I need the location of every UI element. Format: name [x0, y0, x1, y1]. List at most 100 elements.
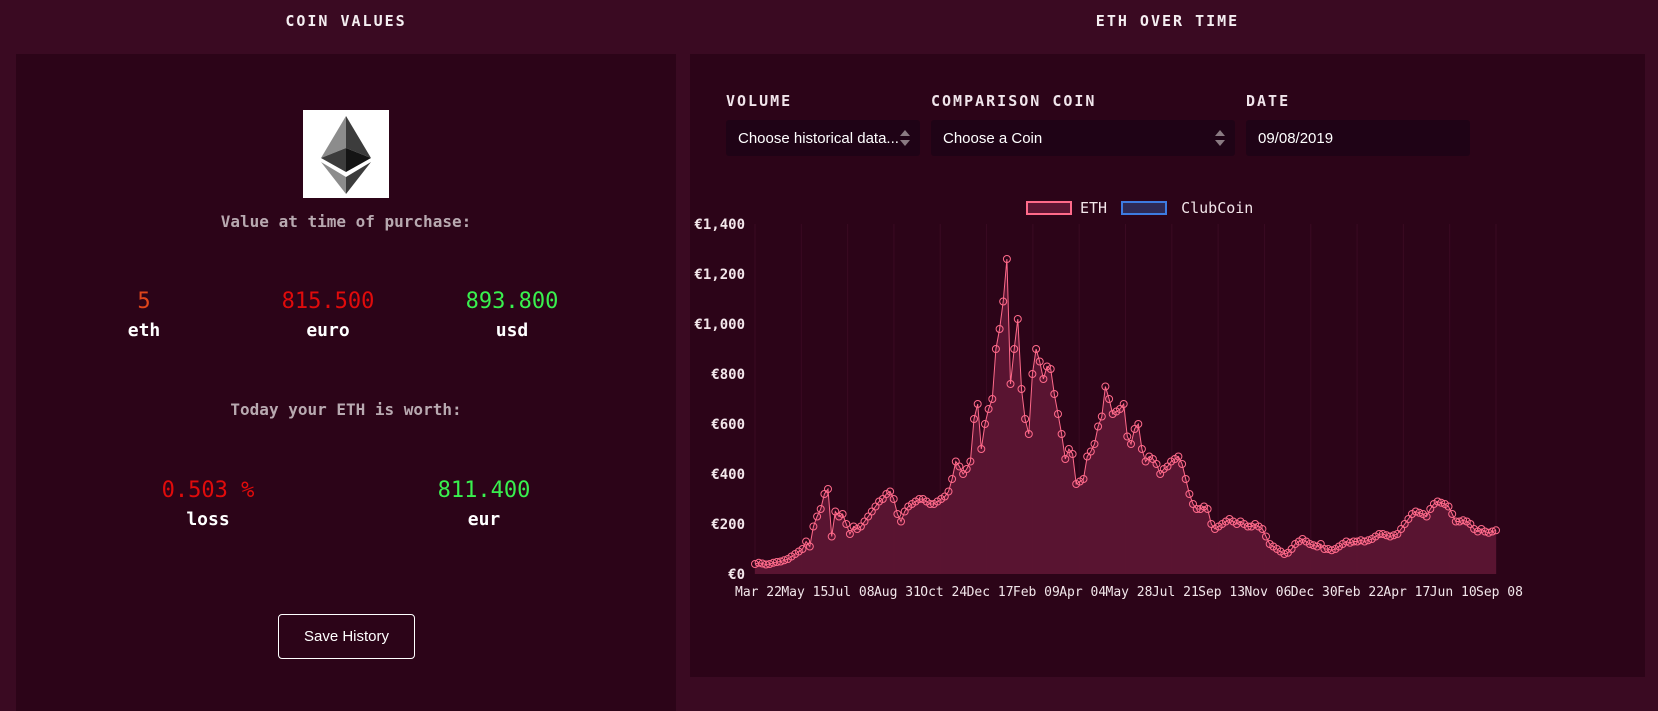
x-tick-label: Feb 09: [1013, 585, 1060, 600]
eth-area: [755, 259, 1496, 574]
y-tick-label: €600: [711, 417, 745, 433]
eth-data-point: [1178, 460, 1187, 468]
eth-data-point: [1346, 538, 1354, 547]
eth-data-point: [1061, 455, 1070, 463]
eth-data-point: [1035, 357, 1044, 366]
purchase-eth-value: 5: [137, 289, 151, 314]
eth-data-point: [1006, 380, 1015, 388]
eth-data-point: [842, 520, 851, 528]
eth-data-point: [1320, 545, 1329, 553]
eth-data-point: [1057, 430, 1066, 438]
eth-data-point: [988, 395, 997, 403]
x-tick-label: Jun 10: [1430, 585, 1477, 600]
purchase-euro-stat: 815.500 euro: [238, 289, 418, 341]
eth-data-point: [1488, 527, 1497, 536]
legend-item-clubcoin[interactable]: ClubCoin: [1121, 199, 1253, 217]
eth-data-point: [1280, 550, 1289, 558]
eth-data-point: [984, 405, 993, 413]
eth-over-time-panel: VOLUME COMPARISON COIN DATE Choose histo…: [690, 54, 1645, 677]
eth-data-point: [1262, 532, 1270, 541]
comparison-coin-label: COMPARISON COIN: [931, 92, 1097, 110]
x-tick-label: Dec 17: [967, 585, 1014, 600]
today-loss-value: 0.503 %: [161, 478, 255, 503]
x-tick-label: Sep 08: [1476, 585, 1523, 600]
eth-data-point: [1017, 385, 1026, 393]
eth-data-point: [1484, 528, 1493, 537]
eth-data-point: [1433, 497, 1442, 506]
eth-data-point: [1448, 510, 1457, 518]
eth-data-point: [1021, 415, 1030, 423]
eth-data-point: [1364, 536, 1373, 545]
today-loss-stat: 0.503 % loss: [118, 478, 298, 530]
eth-data-point: [1028, 370, 1037, 378]
eth-data-point: [981, 420, 989, 428]
eth-data-point: [1152, 460, 1161, 468]
chart-legend: ETH ClubCoin: [1026, 199, 1253, 217]
legend-swatch-clubcoin: [1121, 201, 1168, 215]
y-tick-label: €1,400: [694, 217, 745, 233]
comparison-coin-select[interactable]: Choose a Coin: [931, 120, 1235, 156]
eth-data-point: [973, 400, 982, 408]
eth-data-point: [1411, 507, 1420, 516]
coin-values-title: COIN VALUES: [285, 12, 407, 30]
eth-data-point: [1134, 420, 1143, 428]
legend-label-clubcoin: ClubCoin: [1181, 199, 1254, 217]
eth-data-point: [889, 495, 898, 503]
eth-data-point: [1174, 452, 1183, 461]
eth-data-point: [944, 487, 953, 496]
eth-data-point: [970, 415, 978, 423]
eth-data-point: [772, 558, 781, 566]
eth-data-point: [1079, 475, 1088, 483]
date-input-value: 09/08/2019: [1258, 129, 1334, 147]
eth-data-point: [845, 530, 854, 538]
comparison-coin-select-value: Choose a Coin: [943, 129, 1043, 147]
eth-data-point: [1101, 382, 1110, 391]
eth-data-point: [1422, 512, 1431, 521]
eth-data-point: [1054, 410, 1062, 418]
volume-select-value: Choose historical data...: [738, 129, 899, 147]
legend-label-eth: ETH: [1080, 199, 1108, 217]
eth-data-point: [915, 495, 924, 503]
legend-swatch-eth: [1026, 201, 1072, 215]
eth-data-point: [999, 297, 1008, 306]
ethereum-logo-icon: [303, 110, 389, 198]
purchase-usd-value: 893.800: [465, 289, 559, 314]
purchase-eth-unit: eth: [127, 320, 161, 341]
date-label: DATE: [1246, 92, 1291, 110]
eth-data-point: [805, 542, 814, 551]
save-history-button[interactable]: Save History: [278, 614, 415, 659]
purchase-eth-stat: 5 eth: [54, 289, 234, 341]
eth-data-point: [765, 560, 774, 568]
legend-item-eth[interactable]: ETH: [1026, 199, 1107, 217]
eth-data-point: [1039, 375, 1048, 383]
eth-data-point: [1258, 525, 1267, 533]
eth-data-point: [1378, 530, 1387, 538]
x-tick-label: Jul 21: [1152, 585, 1199, 600]
eth-data-point: [1386, 532, 1395, 541]
x-tick-label: Dec 30: [1291, 585, 1338, 600]
eth-data-point: [1192, 505, 1201, 513]
volume-select[interactable]: Choose historical data...: [726, 120, 920, 156]
select-arrows-icon: [1215, 129, 1225, 147]
eth-data-point: [1415, 508, 1424, 517]
eth-data-point: [1068, 450, 1077, 458]
eth-data-point: [813, 512, 822, 521]
date-input[interactable]: 09/08/2019: [1246, 120, 1470, 156]
x-tick-label: Feb 22: [1337, 585, 1384, 600]
eth-data-point: [1032, 345, 1041, 353]
y-tick-label: €0: [728, 567, 745, 583]
eth-data-point: [1046, 365, 1055, 373]
eth-data-point: [776, 557, 785, 566]
y-tick-label: €1,200: [694, 267, 745, 283]
eth-data-point: [1185, 490, 1194, 498]
x-tick-label: Sep 13: [1198, 585, 1245, 600]
eth-data-point: [780, 556, 789, 565]
eth-data-point: [955, 462, 964, 471]
eth-data-point: [1137, 445, 1146, 453]
x-tick-label: Nov 06: [1244, 585, 1291, 600]
eth-data-point: [838, 510, 847, 518]
eth-data-point: [1437, 498, 1446, 507]
eth-data-point: [995, 325, 1004, 333]
eth-data-point: [1243, 522, 1252, 531]
eth-data-point: [824, 485, 832, 493]
